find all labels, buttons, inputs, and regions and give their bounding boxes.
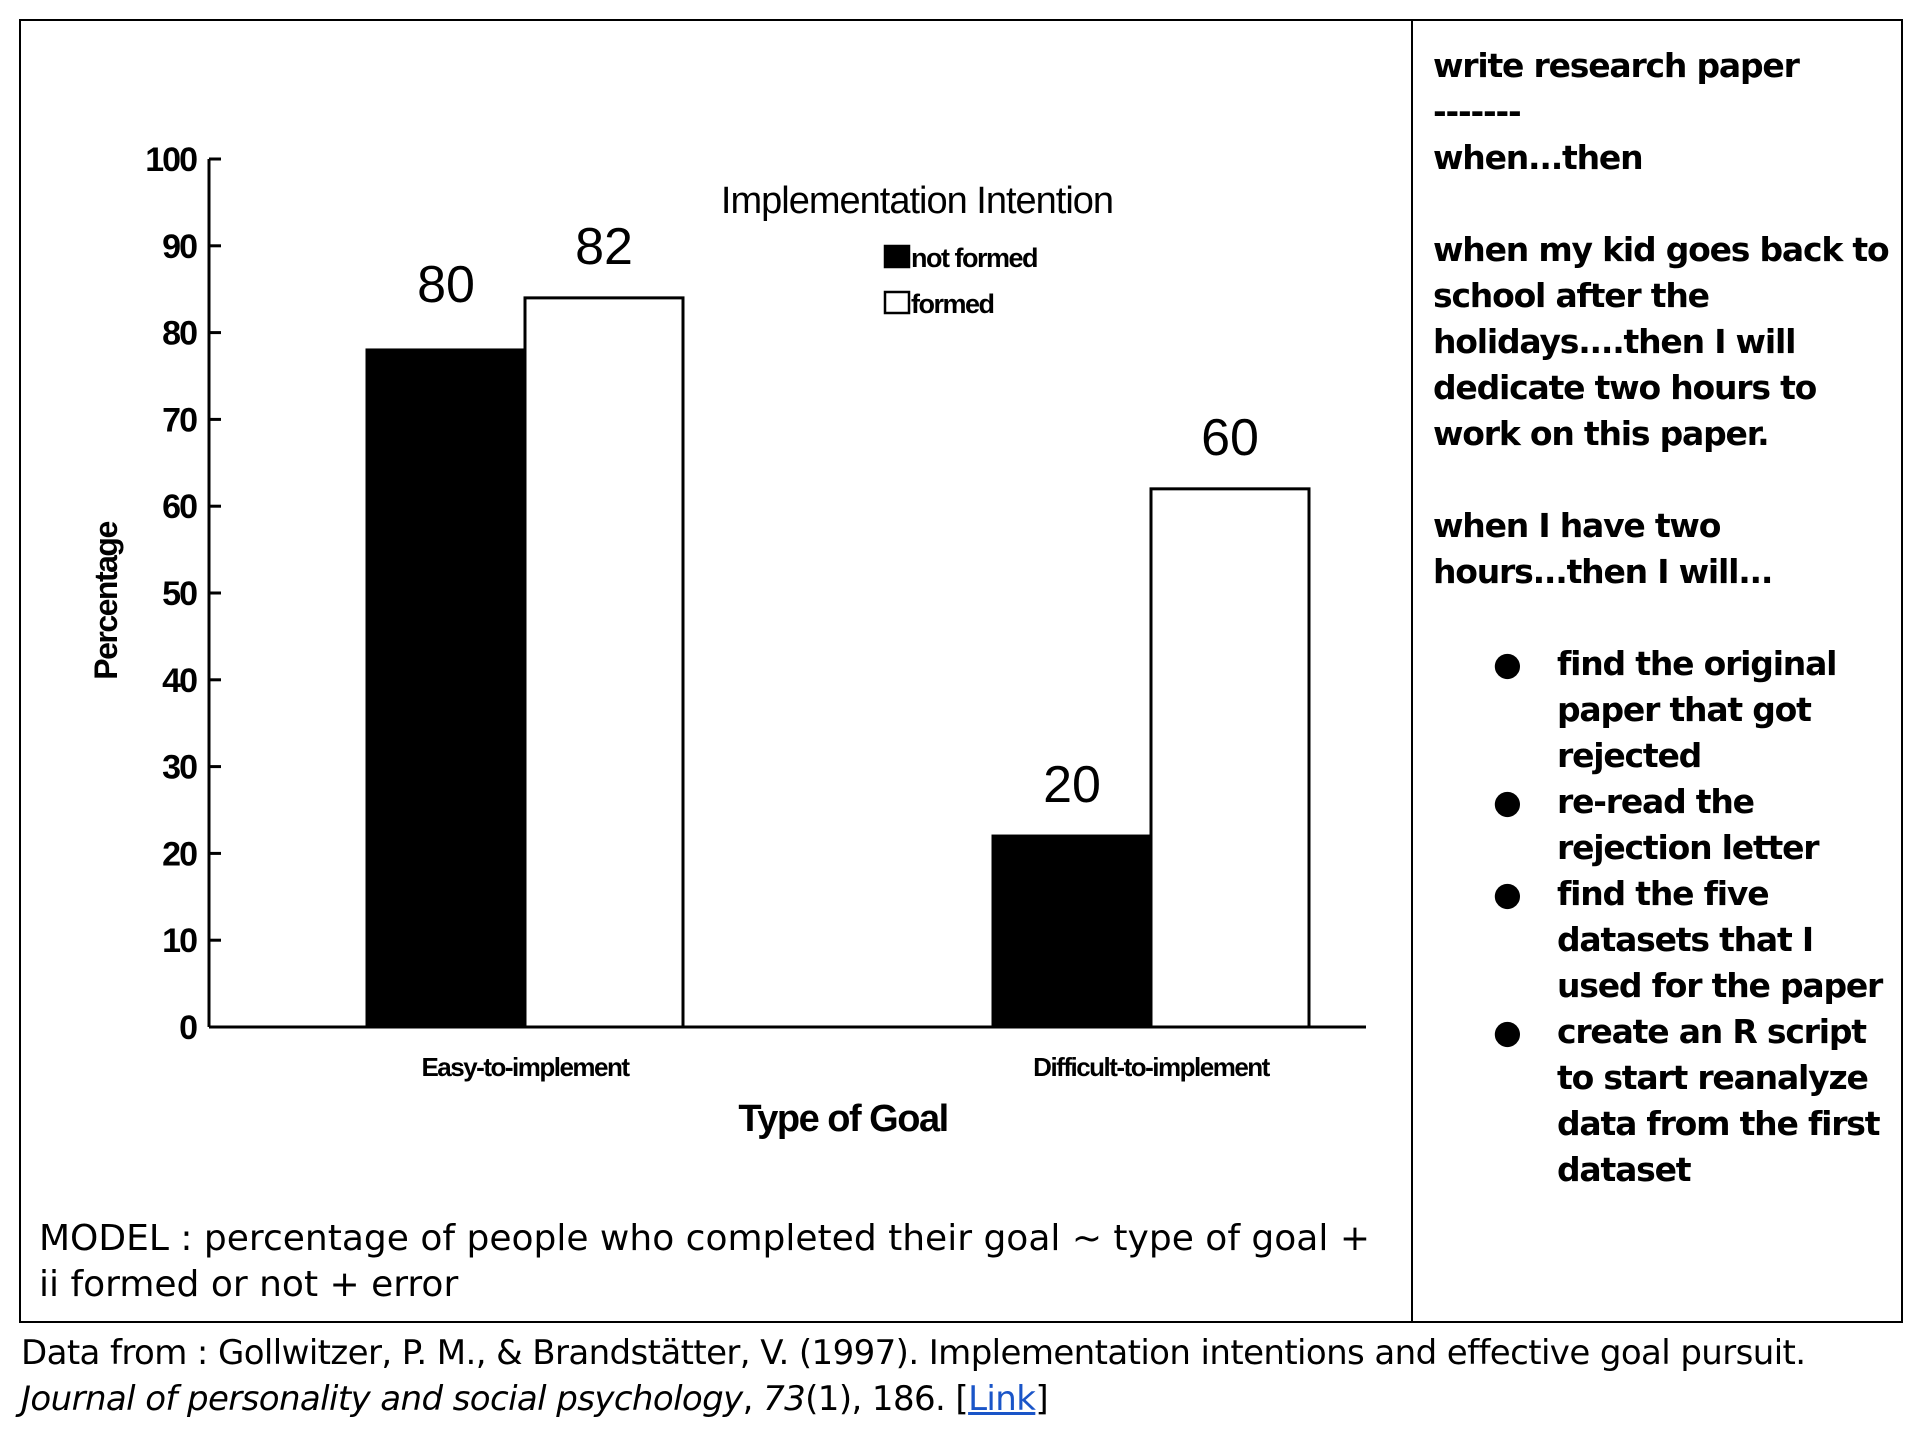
source-link[interactable]: Link [968,1379,1036,1419]
bullet-icon: ● [1493,874,1522,913]
task-text: create an R script to start reanalyze da… [1557,1012,1881,1189]
legend-swatch [883,244,911,269]
x-tick-label: Difficult-to-implement [1033,1052,1270,1082]
blank-line [1433,181,1901,227]
y-tick-label: 70 [162,401,197,439]
legend-label: formed [911,289,994,319]
y-tick-label: 60 [162,488,197,526]
bar-chart: 0 10 20 30 40 50 60 70 80 90 100 80 82 Easy-to-implem… [88,141,1366,1140]
caption-rest: (1), 186. [ [805,1379,969,1419]
notes-subheading: when...then [1433,138,1644,177]
blank-line [1433,457,1901,503]
y-tick-label: 40 [162,662,197,700]
data-label: 60 [1201,409,1259,467]
y-tick-label: 20 [162,835,197,873]
bullet-icon: ● [1493,1012,1522,1051]
caption-suffix: ] [1035,1379,1048,1419]
y-axis-label: Percentage [88,522,124,680]
bar-formed [523,296,685,1029]
bullet-icon: ● [1493,782,1522,821]
caption-volume: 73 [763,1379,806,1419]
cell-divider [1411,21,1413,1321]
source-caption: Data from : Gollwitzer, P. M., & Brandst… [21,1330,1881,1422]
data-label: 82 [575,218,633,276]
y-tick-label: 80 [162,315,197,353]
legend-swatch [883,290,911,315]
caption-sep: , [742,1379,764,1419]
task-list: ● find the original paper that got reject… [1433,641,1901,1193]
legend-label: not formed [911,243,1037,273]
layout-table: 0 10 20 30 40 50 60 70 80 90 100 80 82 Easy-to-implem… [19,19,1903,1323]
blank-line [1433,595,1901,641]
task-text: find the original paper that got rejecte… [1557,644,1837,775]
notes-cell: write research paper ------- when...then… [1413,21,1901,1321]
bullet-icon: ● [1493,644,1522,683]
bar-formed [1149,487,1311,1029]
y-tick-label: 10 [162,922,197,960]
y-tick-label: 0 [179,1009,197,1047]
task-text: re-read the rejection letter [1557,782,1820,867]
bar-not-formed [365,348,527,1029]
task-item: ● find the original paper that got reject… [1493,641,1901,779]
data-label: 80 [417,256,475,314]
chart-cell: 0 10 20 30 40 50 60 70 80 90 100 80 82 Easy-to-implem… [21,21,1411,1321]
data-label: 20 [1043,756,1101,814]
notes-heading: write research paper [1433,46,1800,85]
bar-not-formed [991,834,1153,1029]
notes-separator: ------- [1433,92,1522,131]
y-tick-label: 90 [162,228,197,266]
x-tick-label: Easy-to-implement [421,1052,630,1082]
task-item: ● create an R script to start reanalyze d… [1493,1009,1901,1193]
notes-paragraph-2: when I have two hours...then I will... [1433,506,1773,591]
y-tick-label: 50 [162,575,197,613]
y-tick-label: 100 [145,141,197,179]
caption-journal: Journal of personality and social psycho… [21,1379,743,1419]
task-text: find the five datasets that I used for t… [1557,874,1883,1005]
notes-paragraph-1: when my kid goes back to school after th… [1433,230,1890,453]
caption-prefix: Data from : Gollwitzer, P. M., & Brandst… [21,1333,1806,1373]
x-axis-label: Type of Goal [738,1098,947,1140]
chart-title: Implementation Intention [721,180,1113,222]
task-item: ● find the five datasets that I used for … [1493,871,1901,1009]
model-description: MODEL : percentage of people who complet… [39,1218,1370,1305]
y-tick-label: 30 [162,749,197,787]
task-item: ● re-read the rejection letter [1493,779,1901,871]
